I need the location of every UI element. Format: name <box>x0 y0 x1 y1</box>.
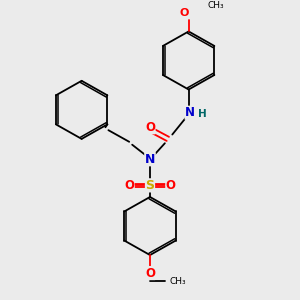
Text: N: N <box>145 153 155 166</box>
Text: O: O <box>124 179 134 192</box>
Text: H: H <box>198 109 207 119</box>
Text: CH₃: CH₃ <box>208 1 225 10</box>
Text: S: S <box>146 179 154 192</box>
Text: O: O <box>179 8 189 18</box>
Text: CH₃: CH₃ <box>169 277 186 286</box>
Text: O: O <box>166 179 176 192</box>
Text: O: O <box>145 121 155 134</box>
Text: O: O <box>145 267 155 280</box>
Text: N: N <box>185 106 195 119</box>
